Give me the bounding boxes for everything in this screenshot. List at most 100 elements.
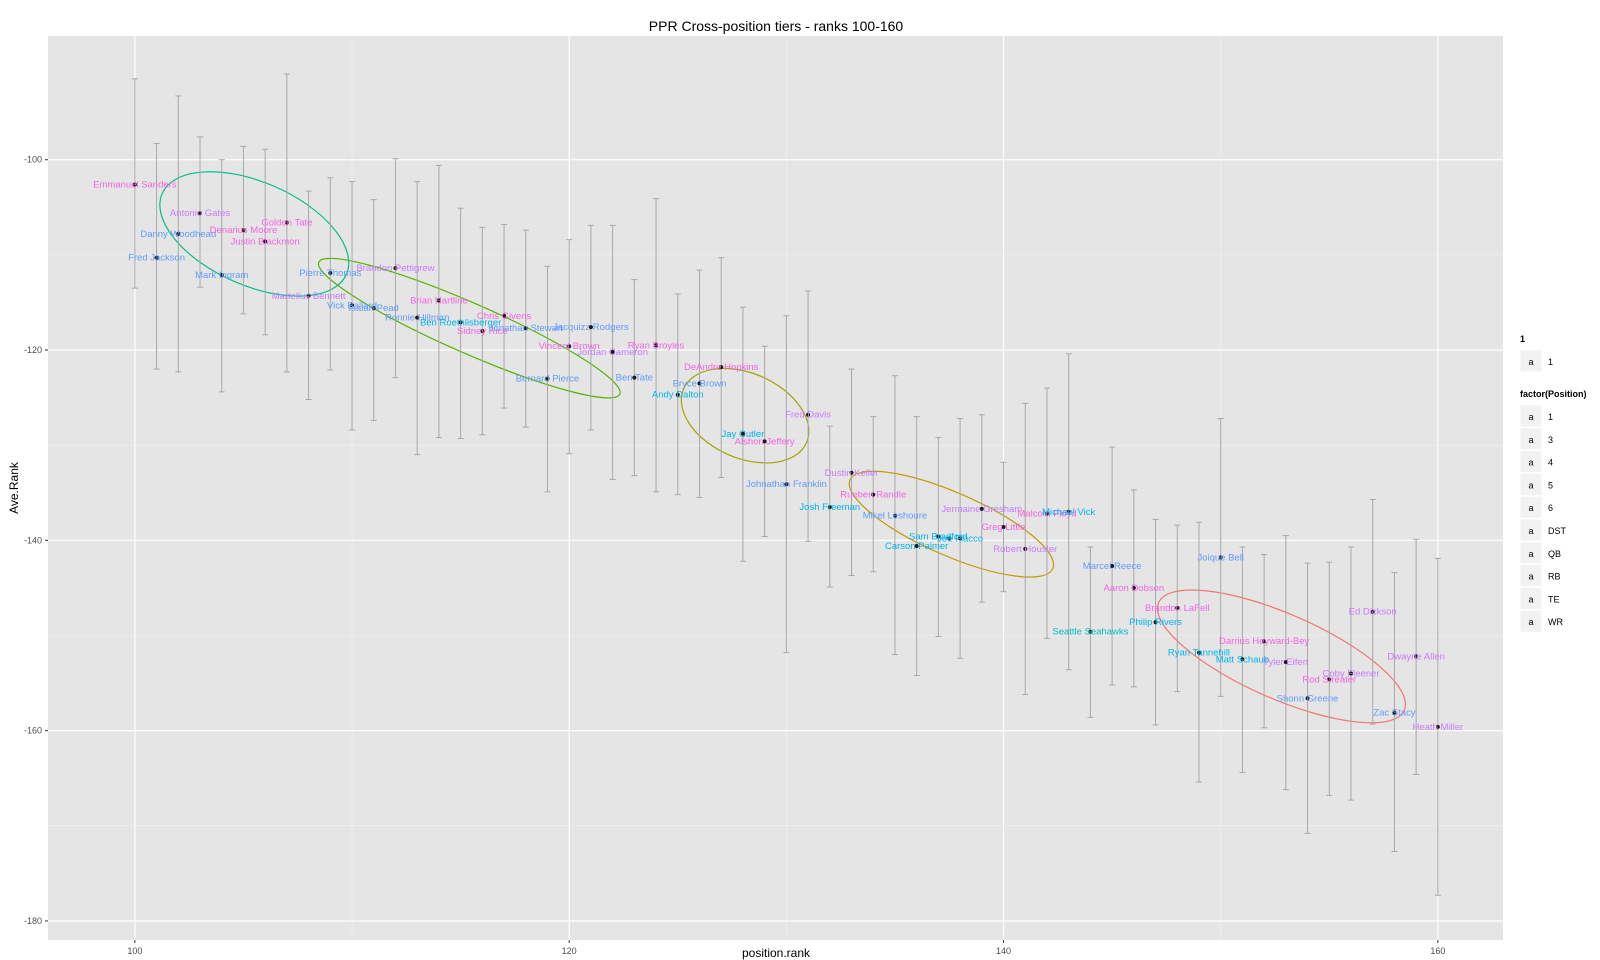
point-labels: Emmanuel Sanders Fred Jackson Danny Woodhe… — [93, 179, 1463, 732]
legend-1-title: 1 — [1520, 334, 1525, 344]
point-label: Fred Jackson — [128, 253, 185, 264]
data-point — [154, 255, 159, 260]
data-point — [132, 182, 137, 187]
x-tick-label: 160 — [1430, 946, 1445, 956]
legend-label-3: 3 — [1548, 435, 1553, 445]
data-point — [827, 505, 832, 510]
point-label: Mikel Leshoure — [863, 511, 927, 522]
data-point — [1110, 564, 1115, 569]
data-point — [1327, 677, 1332, 682]
y-tick-label: -120 — [24, 345, 42, 355]
point-label: Isaiah Pead — [349, 303, 399, 314]
legend-glyph: a — [1528, 594, 1533, 604]
point-label: Ryan Broyles — [628, 340, 685, 351]
point-label: Coby Fleener — [1322, 669, 1379, 680]
point-label: Joique Bell — [1197, 552, 1243, 563]
data-point — [1240, 657, 1245, 662]
point-label: Rueben Randle — [840, 490, 906, 501]
x-tick-label: 100 — [127, 946, 142, 956]
data-point — [176, 231, 181, 236]
legend-glyph: a — [1528, 503, 1533, 513]
data-point — [892, 513, 897, 518]
data-point — [523, 326, 528, 331]
data-point — [415, 315, 420, 320]
legend-glyph: a — [1528, 435, 1533, 445]
data-point — [588, 325, 593, 330]
data-point — [610, 349, 615, 354]
point-label: Dustin Keller — [825, 468, 879, 479]
point-label: Brandon Pettigrew — [356, 263, 434, 274]
y-tick-label: -160 — [24, 726, 42, 736]
point-label: Johnathan Franklin — [746, 479, 827, 490]
data-point — [1044, 511, 1049, 516]
point-label: Denarius Moore — [210, 225, 278, 236]
data-point — [1196, 650, 1201, 655]
point-label: Zac Stacy — [1373, 708, 1415, 719]
data-point — [1305, 696, 1310, 701]
data-point — [198, 210, 203, 215]
y-tick-label: -100 — [24, 155, 42, 165]
point-label: Josh Freeman — [799, 502, 860, 513]
legend-label-RB: RB — [1548, 572, 1561, 582]
data-point — [806, 412, 811, 417]
point-label: Darrius Heyward-Bey — [1219, 636, 1310, 647]
point-label: Malcom Floyd — [1017, 509, 1076, 520]
legend-glyph: a — [1528, 480, 1533, 490]
point-label: Shonn Greene — [1277, 693, 1339, 704]
chart-title: PPR Cross-position tiers - ranks 100-160 — [649, 18, 904, 34]
tier-ellipse-4 — [680, 367, 810, 464]
data-point — [1001, 525, 1006, 530]
legend-key-5 — [1519, 472, 1543, 496]
data-point — [350, 303, 355, 308]
data-point — [849, 470, 854, 475]
x-axis-ticks: 100 120 140 160 — [127, 940, 1445, 956]
data-point — [1023, 546, 1028, 551]
point-label: Mark Ingram — [195, 270, 248, 281]
point-label: Alshon Jeffery — [735, 436, 795, 447]
point-label: Sam Bradford — [909, 532, 968, 543]
point-label: Danny Woodhead — [140, 229, 216, 240]
y-axis-title: Ave.Rank — [7, 461, 21, 514]
point-label: Ronnie Hillman — [385, 313, 449, 324]
point-label: Brian Hartline — [410, 296, 468, 307]
legend-glyph: a — [1528, 412, 1533, 422]
point-label: Marcel Reece — [1083, 561, 1142, 572]
data-point — [1392, 710, 1397, 715]
data-point — [697, 381, 702, 386]
point-label: Ben Roethlisberger — [420, 317, 501, 328]
legend-key-6 — [1519, 495, 1543, 519]
point-label: Ben Tate — [616, 373, 653, 384]
data-point — [1218, 555, 1223, 560]
y-tick-label: -180 — [24, 916, 42, 926]
x-tick-label: 140 — [996, 946, 1011, 956]
grid-lines — [48, 36, 1503, 940]
legend-key-QB — [1519, 541, 1543, 565]
legend-key-RB — [1519, 564, 1543, 588]
point-label: Sidney Rice — [457, 326, 508, 337]
legend: 1 a 1 factor(Position) a 1 a 3 a 4 a 5 a 6 a DST a QB… — [1519, 334, 1587, 633]
legend-label-WR: WR — [1548, 617, 1563, 627]
data-point — [784, 482, 789, 487]
data-point — [947, 536, 952, 541]
point-label: Vick Ballard — [327, 300, 377, 311]
point-label: Matt Schaub — [1216, 654, 1269, 665]
point-label: Greg Little — [982, 522, 1026, 533]
point-label: Jay Cutler — [722, 429, 765, 440]
data-point — [654, 343, 659, 348]
data-point — [1175, 605, 1180, 610]
point-label: Philip Rivers — [1129, 617, 1182, 628]
point-label: Ryan Tannehill — [1168, 648, 1230, 659]
data-point — [436, 298, 441, 303]
legend-glyph: a — [1528, 526, 1533, 536]
x-tick-label: 120 — [562, 946, 577, 956]
point-label: Aaron Dobson — [1103, 583, 1164, 594]
legend-glyph: a — [1528, 617, 1533, 627]
legend-label-5: 5 — [1548, 480, 1553, 490]
legend-key-1 — [1519, 404, 1543, 428]
data-point — [1414, 654, 1419, 659]
point-label: Jacquizz Rodgers — [553, 322, 629, 333]
point-label: Carson Palmer — [885, 541, 948, 552]
point-label: Michael Vick — [1042, 507, 1095, 518]
legend-1-glyph: a — [1528, 357, 1533, 367]
data-point — [632, 375, 637, 380]
